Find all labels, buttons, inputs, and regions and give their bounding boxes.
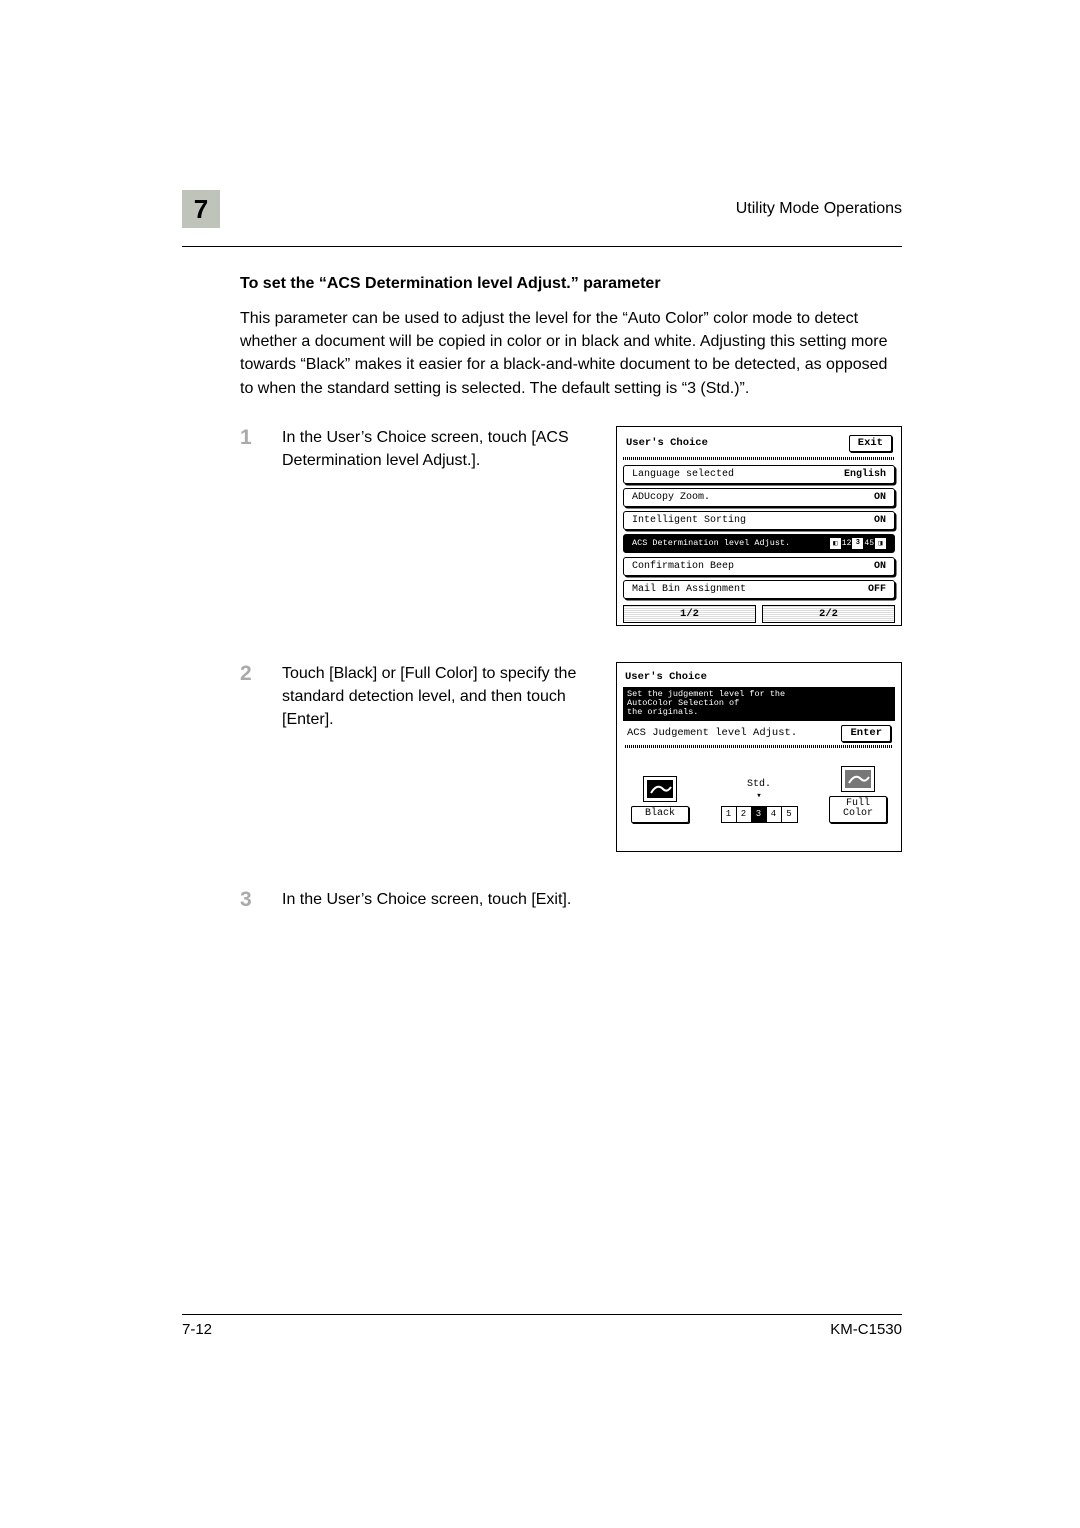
model-name: KM-C1530 <box>830 1321 902 1338</box>
row-aducopy[interactable]: ADUcopy Zoom. ON <box>623 488 895 507</box>
header-rule <box>182 246 902 247</box>
black-side: Black <box>631 776 689 823</box>
screenshot-title: User's Choice <box>625 671 893 685</box>
section-title: To set the “ACS Determination level Adju… <box>240 275 902 293</box>
black-button[interactable]: Black <box>631 806 689 823</box>
row-label: Mail Bin Assignment <box>632 584 746 595</box>
row-label: ACS Judgement level Adjust. <box>627 727 797 739</box>
full-color-button[interactable]: FullColor <box>829 796 887 823</box>
row-value: ON <box>874 561 886 572</box>
level-indicator: Std. ▾ 1 2 3 4 5 <box>721 779 798 822</box>
page-header: 7 Utility Mode Operations <box>182 190 902 228</box>
row-label: Confirmation Beep <box>632 561 734 572</box>
color-icon <box>841 766 875 792</box>
row-label: Language selected <box>632 469 734 480</box>
pager-2[interactable]: 2/2 <box>762 605 895 623</box>
step-2: 2 Touch [Black] or [Full Color] to speci… <box>240 662 902 852</box>
indicator-icon: ◧ <box>830 538 841 549</box>
row-label: Intelligent Sorting <box>632 515 746 526</box>
std-label: Std. <box>747 779 771 790</box>
row-label: ADUcopy Zoom. <box>632 492 710 503</box>
screenshot-title: User's Choice <box>626 437 708 449</box>
section-body: This parameter can be used to adjust the… <box>240 307 902 400</box>
row-value: ON <box>874 492 886 503</box>
screenshot-subtitle: Set the judgement level for the AutoColo… <box>623 687 895 721</box>
screenshot-users-choice-list: User's Choice Exit Language selected Eng… <box>616 426 902 626</box>
step-1: 1 In the User’s Choice screen, touch [AC… <box>240 426 902 626</box>
separator <box>625 745 893 748</box>
separator <box>623 457 895 460</box>
row-acs-determination[interactable]: ACS Determination level Adjust. ◧ 12 3 4… <box>623 534 895 553</box>
step-number: 2 <box>240 662 264 685</box>
step-3: 3 In the User’s Choice screen, touch [Ex… <box>240 888 902 911</box>
chapter-number-box: 7 <box>182 190 220 228</box>
pager: 1/2 2/2 <box>623 605 895 623</box>
acs-indicator: ◧ 12 3 45 ◨ <box>830 538 886 549</box>
row-label: ACS Determination level Adjust. <box>632 539 790 548</box>
page-footer: 7-12 KM-C1530 <box>182 1314 902 1338</box>
indicator-icon: ◨ <box>875 538 886 549</box>
black-icon <box>643 776 677 802</box>
exit-button[interactable]: Exit <box>849 435 892 452</box>
row-confirmation-beep[interactable]: Confirmation Beep ON <box>623 557 895 576</box>
row-language[interactable]: Language selected English <box>623 465 895 484</box>
color-side: FullColor <box>829 766 887 823</box>
step-text: In the User’s Choice screen, touch [ACS … <box>282 426 598 472</box>
step-number: 1 <box>240 426 264 449</box>
row-value: English <box>844 469 886 480</box>
step-number: 3 <box>240 888 264 911</box>
row-intelligent-sort[interactable]: Intelligent Sorting ON <box>623 511 895 530</box>
arrow-down-icon: ▾ <box>756 794 761 799</box>
footer-rule <box>182 1314 902 1315</box>
enter-button[interactable]: Enter <box>841 725 891 742</box>
row-value: ON <box>874 515 886 526</box>
step-text: In the User’s Choice screen, touch [Exit… <box>282 888 902 911</box>
level-segments: 1 2 3 4 5 <box>721 806 798 823</box>
running-title: Utility Mode Operations <box>736 200 902 218</box>
step-text: Touch [Black] or [Full Color] to specify… <box>282 662 598 732</box>
row-mail-bin[interactable]: Mail Bin Assignment OFF <box>623 580 895 599</box>
page-number: 7-12 <box>182 1321 212 1338</box>
pager-1[interactable]: 1/2 <box>623 605 756 623</box>
row-value: OFF <box>868 584 886 595</box>
screenshot-acs-adjust: User's Choice Set the judgement level fo… <box>616 662 902 852</box>
